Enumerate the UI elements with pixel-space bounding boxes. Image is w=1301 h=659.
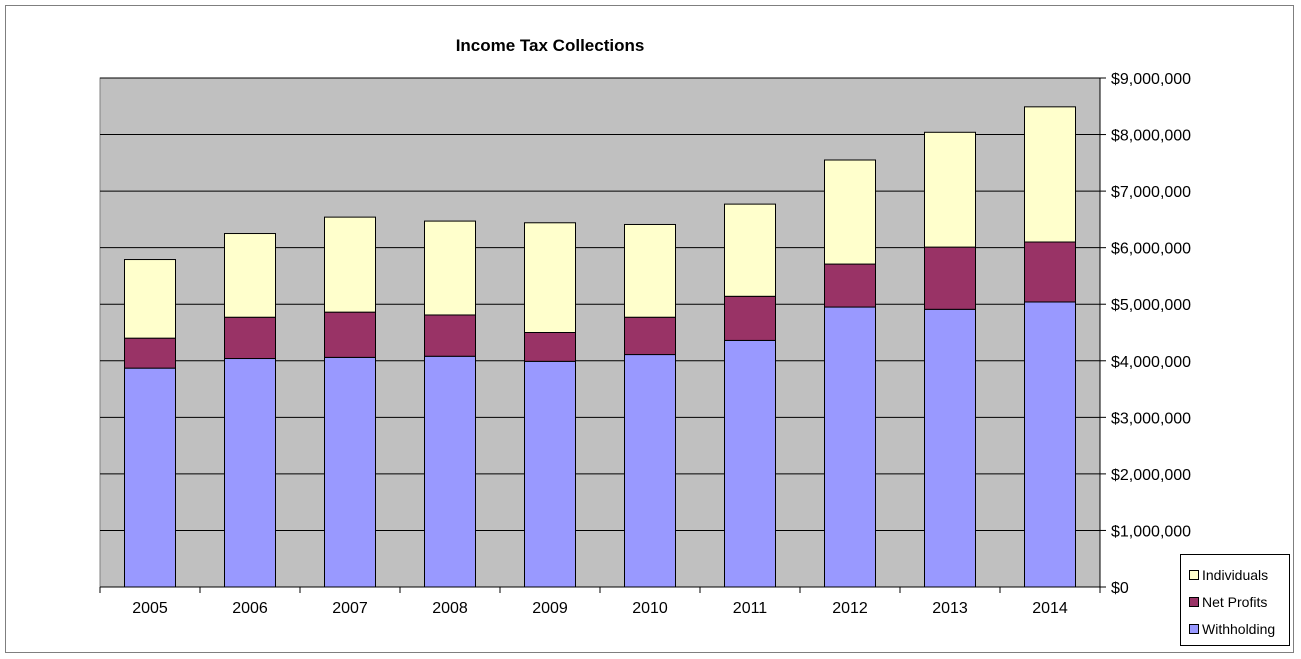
y-tick-label: $6,000,000 — [1111, 241, 1191, 258]
y-tick-label: $7,000,000 — [1111, 184, 1191, 201]
bar-withholding-2006 — [224, 358, 276, 588]
bar-withholding-2012 — [824, 306, 876, 588]
bar-withholding-2009 — [524, 360, 576, 588]
legend-swatch — [1189, 569, 1199, 580]
x-tick-label: 2005 — [132, 600, 168, 617]
bar-individuals-2011 — [724, 203, 776, 297]
legend-item-net-profits: Net Profits — [1189, 588, 1289, 615]
legend-label: Withholding — [1202, 620, 1276, 637]
x-tick-label: 2009 — [532, 600, 568, 617]
legend-label: Net Profits — [1202, 593, 1268, 610]
bar-net-profits-2009 — [524, 332, 576, 362]
y-tick-label: $9,000,000 — [1111, 71, 1191, 88]
bar-individuals-2014 — [1024, 106, 1076, 243]
legend-item-individuals: Individuals — [1189, 561, 1289, 588]
bar-withholding-2007 — [324, 356, 376, 588]
bar-withholding-2008 — [424, 355, 476, 588]
bar-withholding-2005 — [124, 367, 176, 588]
bar-individuals-2008 — [424, 220, 476, 316]
bar-withholding-2013 — [924, 308, 976, 588]
bar-net-profits-2013 — [924, 246, 976, 310]
x-tick-label: 2008 — [432, 600, 468, 617]
legend-swatch — [1189, 596, 1199, 607]
bar-withholding-2011 — [724, 339, 776, 588]
bar-individuals-2005 — [124, 259, 176, 339]
chart-svg: Income Tax Collections $0 $1,000,000 $2,00… — [99, 36, 1191, 617]
y-tick-label: $8,000,000 — [1111, 128, 1191, 145]
y-tick-label: $5,000,000 — [1111, 297, 1191, 314]
bar-individuals-2010 — [624, 223, 676, 318]
bar-individuals-2013 — [924, 131, 976, 248]
y-tick-label: $4,000,000 — [1111, 354, 1191, 371]
bar-net-profits-2012 — [824, 263, 876, 308]
y-tick-label: $3,000,000 — [1111, 410, 1191, 427]
y-tick-label: $2,000,000 — [1111, 467, 1191, 484]
bar-net-profits-2014 — [1024, 241, 1076, 303]
x-tick-label: 2012 — [832, 600, 868, 617]
x-tick-label: 2013 — [932, 600, 968, 617]
x-tick-label: 2006 — [232, 600, 268, 617]
plot-area: $0 $1,000,000 $2,000,000 $3,000,000 $4,000,0… — [99, 71, 1191, 617]
chart-title: Income Tax Collections — [456, 36, 645, 55]
x-tick-label: 2011 — [733, 600, 768, 617]
bar-net-profits-2005 — [124, 337, 176, 369]
bar-individuals-2006 — [224, 233, 276, 318]
bar-individuals-2009 — [524, 222, 576, 334]
legend-label: Individuals — [1202, 566, 1269, 583]
bar-withholding-2010 — [624, 354, 676, 588]
bar-individuals-2007 — [324, 216, 376, 313]
bar-net-profits-2010 — [624, 316, 676, 356]
legend-item-withholding: Withholding — [1189, 615, 1289, 642]
x-tick-label: 2007 — [332, 600, 368, 617]
y-tick-label: $1,000,000 — [1111, 523, 1191, 540]
legend: Individuals Net Profits Withholding — [1180, 554, 1290, 646]
x-tick-label: 2014 — [1032, 600, 1068, 617]
y-tick-label: $0 — [1111, 580, 1129, 597]
legend-swatch — [1189, 623, 1199, 634]
chart-area: Income Tax Collections $0 $1,000,000 $2,00… — [5, 5, 1294, 653]
bar-net-profits-2011 — [724, 295, 776, 341]
bar-net-profits-2007 — [324, 311, 376, 358]
bar-individuals-2012 — [824, 159, 876, 265]
x-tick-label: 2010 — [632, 600, 668, 617]
bar-net-profits-2006 — [224, 316, 276, 360]
bar-net-profits-2008 — [424, 314, 476, 357]
bar-withholding-2014 — [1024, 301, 1076, 588]
